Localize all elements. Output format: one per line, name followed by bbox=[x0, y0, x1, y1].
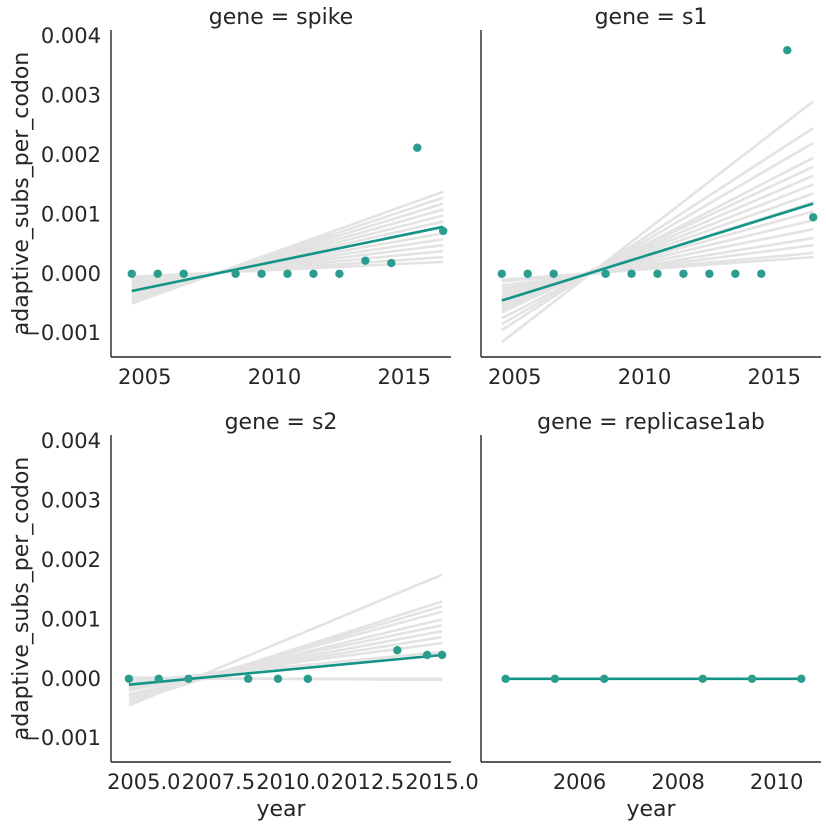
y-tick-label: 0.002 bbox=[41, 143, 101, 167]
data-point bbox=[387, 258, 396, 268]
data-point bbox=[653, 269, 662, 278]
x-tick-label: 2005 bbox=[488, 365, 541, 389]
x-tick-label: 2010 bbox=[618, 365, 671, 389]
data-point bbox=[497, 269, 506, 278]
data-point bbox=[783, 46, 792, 55]
y-tick-label: 0.000 bbox=[41, 262, 101, 286]
data-point bbox=[550, 674, 560, 683]
data-point bbox=[124, 674, 134, 683]
data-point bbox=[747, 674, 757, 683]
data-point bbox=[283, 269, 292, 278]
facet-title: gene = spike bbox=[209, 5, 353, 30]
y-axis-label: adaptive_subs_per_codon bbox=[9, 52, 34, 336]
bootstrap-line bbox=[500, 100, 815, 344]
x-axis-label: year bbox=[256, 797, 306, 822]
facet-panel-2: 2005 2010 2015 gene = s1 bbox=[480, 5, 821, 389]
data-point bbox=[303, 674, 313, 683]
data-point bbox=[797, 674, 806, 683]
data-point bbox=[179, 269, 188, 278]
y-axis-label: adaptive_subs_per_codon bbox=[9, 457, 34, 741]
bootstrap-line bbox=[501, 141, 814, 326]
x-tick-label: 2015.0 bbox=[405, 770, 478, 794]
bootstrap-line bbox=[501, 127, 814, 332]
x-tick-label: 2010 bbox=[750, 770, 803, 794]
data-point bbox=[393, 646, 402, 655]
data-point bbox=[257, 269, 266, 278]
y-tick-label: 0.001 bbox=[41, 202, 101, 226]
regression-fit-line bbox=[501, 202, 814, 302]
y-tick-label: 0.000 bbox=[41, 667, 101, 691]
data-point bbox=[679, 269, 688, 278]
bootstrap-line bbox=[501, 243, 814, 287]
bootstrap-line bbox=[128, 676, 443, 682]
facet-panel-4: 2006 2008 2010 gene = replicase1ab year bbox=[480, 410, 821, 822]
data-point bbox=[243, 674, 253, 683]
data-point bbox=[698, 674, 707, 683]
regression-fit-line bbox=[128, 653, 443, 687]
facet-title: gene = s2 bbox=[225, 410, 338, 435]
y-tick-label: 0.002 bbox=[41, 548, 101, 572]
data-point bbox=[273, 674, 283, 683]
x-tick-label: 2010.0 bbox=[256, 770, 329, 794]
data-point bbox=[523, 269, 532, 278]
data-point bbox=[549, 269, 558, 278]
data-point bbox=[627, 269, 636, 278]
x-axis-label: year bbox=[626, 797, 676, 822]
x-tick-label: 2006 bbox=[553, 770, 606, 794]
x-tick-label: 2008 bbox=[651, 770, 704, 794]
x-tick-label: 2012.5 bbox=[331, 770, 404, 794]
x-tick-label: 2005.0 bbox=[107, 770, 180, 794]
x-tick-label: 2005 bbox=[118, 365, 171, 389]
data-point bbox=[757, 269, 766, 278]
y-tick-label: 0.003 bbox=[41, 488, 101, 512]
data-point bbox=[184, 674, 193, 683]
data-point bbox=[231, 269, 240, 278]
data-point bbox=[127, 269, 136, 278]
data-point bbox=[153, 269, 162, 278]
x-tick-label: 2015 bbox=[378, 365, 431, 389]
y-tick-label: −0.001 bbox=[23, 726, 101, 750]
data-point bbox=[439, 226, 448, 236]
data-point bbox=[731, 269, 740, 278]
facet-panel-3: 2005.0 2007.5 2010.0 2012.5 2015.0 −0.001 0.00… bbox=[9, 410, 479, 822]
facet-title: gene = replicase1ab bbox=[537, 410, 765, 435]
facet-title: gene = s1 bbox=[595, 5, 708, 30]
y-tick-label: 0.004 bbox=[41, 24, 101, 48]
x-tick-label: 2007.5 bbox=[182, 770, 255, 794]
data-point bbox=[705, 269, 714, 278]
y-tick-label: 0.004 bbox=[41, 429, 101, 453]
data-point bbox=[601, 269, 610, 278]
data-point bbox=[361, 256, 370, 265]
data-point bbox=[154, 674, 163, 683]
x-tick-label: 2015 bbox=[748, 365, 801, 389]
data-point bbox=[422, 650, 432, 660]
data-point bbox=[437, 650, 447, 660]
data-point bbox=[335, 269, 344, 278]
data-point bbox=[309, 269, 318, 278]
regression-fit-line bbox=[131, 225, 444, 293]
y-tick-label: 0.001 bbox=[41, 607, 101, 631]
data-point bbox=[501, 674, 510, 683]
y-tick-label: −0.001 bbox=[23, 321, 101, 345]
bootstrap-line bbox=[501, 156, 814, 320]
facet-panel-1: 2005 2010 2015 −0.001 0.000 0.001 0.002 0.003 0.… bbox=[9, 5, 451, 389]
data-point bbox=[413, 143, 422, 152]
x-tick-label: 2010 bbox=[248, 365, 301, 389]
y-tick-label: 0.003 bbox=[41, 83, 101, 107]
data-point bbox=[809, 213, 818, 222]
data-point bbox=[599, 674, 609, 683]
